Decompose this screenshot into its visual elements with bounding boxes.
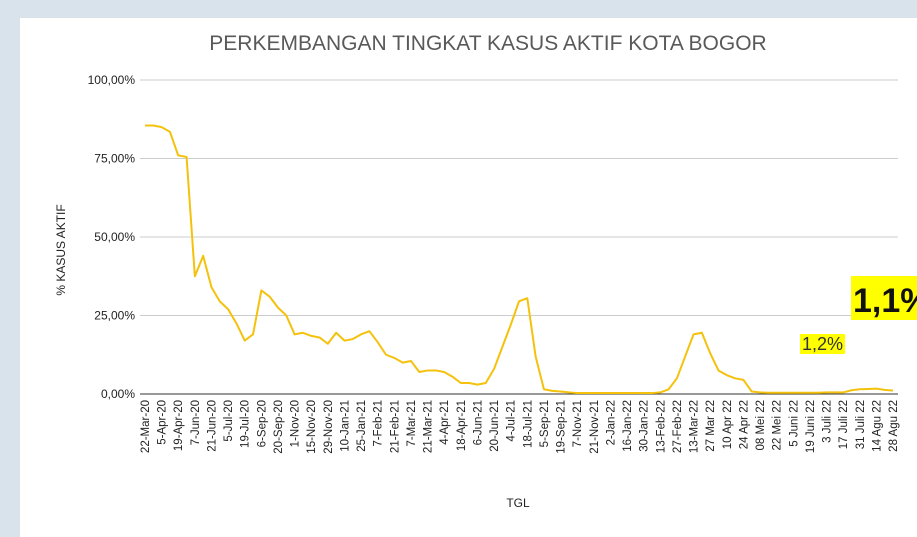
annotation-highlight [851, 276, 917, 320]
x-tick-label: 30-Jan-22 [639, 400, 651, 452]
x-tick-label: 24 Apr 22 [738, 400, 750, 449]
y-tick-label: 50,00% [94, 230, 135, 244]
data-line [145, 124, 894, 395]
x-tick-label: 5-Sep-21 [539, 400, 551, 447]
x-tick-label: 14 Agu 22 [871, 400, 883, 452]
x-tick-label: 13-Feb-22 [655, 400, 667, 453]
x-tick-label: 22-Mar-20 [140, 400, 152, 453]
x-tick-label: 4-Jul-21 [506, 400, 518, 442]
x-tick-label: 19-Apr-20 [173, 400, 185, 451]
x-tick-label: 1-Nov-20 [290, 400, 302, 447]
x-tick-label: 5 Juni 22 [788, 400, 800, 447]
x-tick-label: 5-Jul-20 [223, 400, 235, 442]
y-tick-label: 25,00% [94, 309, 135, 323]
x-tick-label: 19-Sep-21 [556, 400, 568, 454]
x-tick-label: 27-Feb-22 [672, 400, 684, 453]
chart-background [20, 18, 917, 537]
x-tick-label: 5-Apr-20 [157, 400, 169, 445]
x-tick-label: 16-Jan-22 [622, 400, 634, 452]
x-tick-label: 7-Jun-20 [190, 400, 202, 445]
annotation: 1,1% [853, 282, 917, 320]
x-tick-label: 19-Jul-20 [240, 400, 252, 448]
x-tick-label: 21-Mar-21 [423, 400, 435, 453]
annotation: 1,2% [802, 334, 843, 354]
x-tick-label: 31 Juli 22 [855, 400, 867, 449]
x-tick-label: 6-Jun-21 [472, 400, 484, 445]
x-tick-label: 7-Nov-21 [572, 400, 584, 447]
x-tick-label: 7-Feb-21 [373, 400, 385, 447]
x-tick-label: 2-Jan-22 [605, 400, 617, 445]
x-tick-label: 15-Nov-20 [306, 400, 318, 454]
x-tick-label: 20-Sep-20 [273, 400, 285, 454]
x-axis-label: TGL [506, 496, 530, 510]
x-tick-label: 21-Nov-21 [589, 400, 601, 454]
annotation-highlight [800, 334, 846, 354]
x-tick-label: 10 Apr 22 [722, 400, 734, 449]
x-tick-label: 29-Nov-20 [323, 400, 335, 454]
x-tick-label: 08 Mei 22 [755, 400, 767, 451]
x-tick-label: 4-Apr-21 [439, 400, 451, 445]
x-tick-label: 17 Juli 22 [838, 400, 850, 449]
x-tick-label: 7-Mar-21 [406, 400, 418, 447]
x-tick-label: 20-Jun-21 [489, 400, 501, 452]
x-tick-label: 18-Apr-21 [456, 400, 468, 451]
y-tick-label: 0,00% [101, 387, 135, 401]
x-tick-label: 27 Mar 22 [705, 400, 717, 452]
x-tick-label: 18-Jul-21 [522, 400, 534, 448]
x-tick-label: 25-Jan-21 [356, 400, 368, 452]
chart-title: PERKEMBANGAN TINGKAT KASUS AKTIF KOTA BO… [209, 32, 766, 55]
x-tick-label: 19 Juni 22 [805, 400, 817, 453]
y-axis-label: % KASUS AKTIF [54, 204, 68, 295]
x-tick-label: 21-Jun-20 [206, 400, 218, 452]
x-tick-label: 22 Mei 22 [772, 400, 784, 451]
x-tick-label: 10-Jan-21 [339, 400, 351, 452]
x-tick-label: 28 Agu 22 [888, 400, 900, 452]
x-tick-label: 13-Mar-22 [689, 400, 701, 453]
x-tick-label: 21-Feb-21 [389, 400, 401, 453]
y-tick-label: 100,00% [88, 73, 136, 87]
x-tick-label: 6-Sep-20 [256, 400, 268, 447]
y-tick-label: 75,00% [94, 152, 135, 166]
x-tick-label: 3 Juli 22 [822, 400, 834, 443]
